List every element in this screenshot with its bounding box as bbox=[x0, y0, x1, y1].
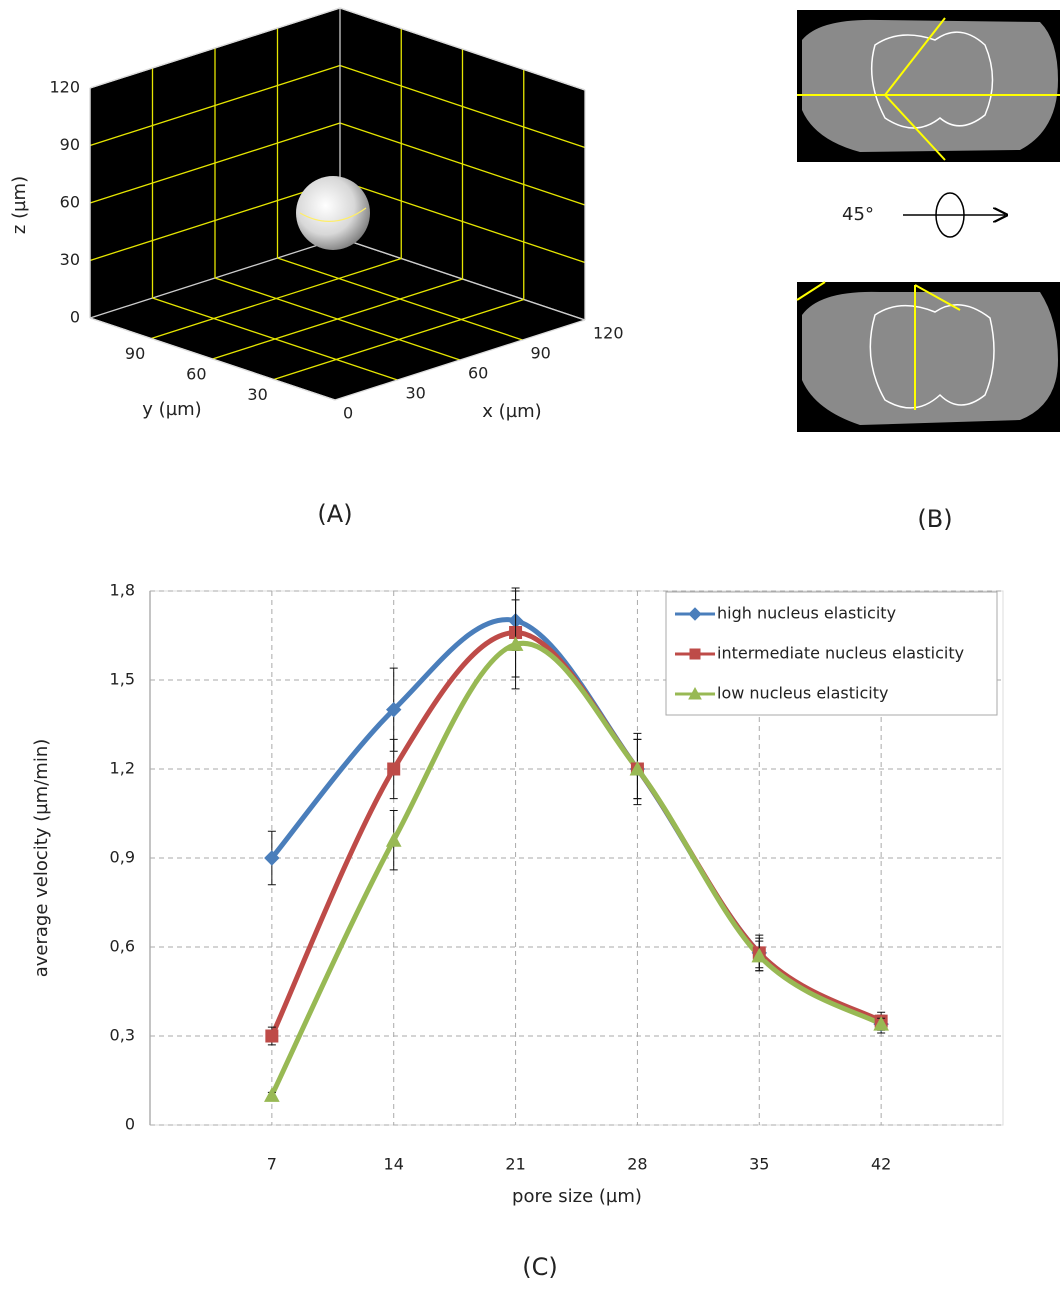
panel-label: (B) bbox=[917, 505, 952, 533]
chart-data bbox=[264, 587, 889, 1102]
marker bbox=[629, 760, 646, 776]
x-tick-label: 42 bbox=[871, 1155, 891, 1174]
x-tick-label: 60 bbox=[468, 364, 488, 383]
y-tick-label: 0 bbox=[125, 1115, 135, 1134]
y-tick-label: 1,8 bbox=[110, 581, 135, 600]
panel-label: (A) bbox=[317, 500, 352, 528]
y-axis-label: average velocity (µm/min) bbox=[31, 739, 52, 978]
x-tick-label: 21 bbox=[505, 1155, 525, 1174]
marker bbox=[385, 832, 402, 847]
marker bbox=[688, 607, 702, 621]
cube-grid-line bbox=[212, 278, 463, 360]
z-tick-label: 90 bbox=[60, 135, 80, 154]
legend-label: intermediate nucleus elasticity bbox=[717, 644, 964, 663]
x-tick-label: 14 bbox=[384, 1155, 404, 1174]
marker bbox=[386, 701, 402, 718]
marker bbox=[265, 1029, 279, 1043]
z-tick-label: 0 bbox=[70, 308, 80, 327]
cube-grid-line bbox=[89, 7, 341, 89]
y-tick-label: 0,3 bbox=[110, 1026, 135, 1045]
legend-label: low nucleus elasticity bbox=[717, 684, 888, 703]
y-tick-label: 1,5 bbox=[110, 670, 135, 689]
y-tick-label: 60 bbox=[186, 365, 206, 384]
marker bbox=[507, 636, 524, 651]
marker bbox=[387, 762, 401, 776]
x-tick-label: 28 bbox=[627, 1155, 647, 1174]
marker bbox=[264, 1087, 280, 1102]
x-axis-label: pore size (µm) bbox=[512, 1186, 642, 1207]
x-tick-label: 7 bbox=[267, 1155, 277, 1174]
y-tick-label: 30 bbox=[247, 385, 267, 404]
x-axis-label: x (µm) bbox=[482, 401, 541, 422]
marker bbox=[264, 850, 280, 866]
cell bbox=[296, 176, 370, 250]
z-tick-label: 30 bbox=[60, 250, 80, 269]
legend bbox=[665, 591, 998, 716]
y-tick-label: 90 bbox=[125, 344, 145, 363]
slice-top bbox=[797, 10, 1060, 162]
marker bbox=[688, 686, 702, 700]
marker bbox=[689, 648, 701, 660]
marker bbox=[873, 1016, 889, 1031]
cube-grid-line bbox=[89, 317, 336, 401]
x-tick-label: 30 bbox=[406, 384, 426, 403]
legend-label: high nucleus elasticity bbox=[717, 604, 896, 623]
x-tick-label: 120 bbox=[593, 324, 624, 343]
z-axis-label: z (µm) bbox=[9, 176, 30, 234]
cube-grid-line bbox=[273, 298, 524, 381]
y-tick-label: 0,6 bbox=[110, 937, 135, 956]
y-tick-label: 0,9 bbox=[110, 848, 135, 867]
cube-grid-line bbox=[339, 7, 586, 91]
y-axis-label: y (µm) bbox=[142, 399, 201, 420]
marker bbox=[751, 947, 768, 963]
x-tick-label: 0 bbox=[343, 404, 353, 423]
cube-grid-line bbox=[151, 257, 402, 340]
chart-grid bbox=[150, 590, 1003, 1126]
cube-grid-line bbox=[334, 319, 586, 401]
x-tick-label: 35 bbox=[749, 1155, 769, 1174]
rotation-icon bbox=[935, 192, 965, 238]
y-tick-label: 1,2 bbox=[110, 759, 135, 778]
slice-bottom bbox=[796, 281, 1060, 432]
z-tick-label: 60 bbox=[60, 193, 80, 212]
panel-label: (C) bbox=[522, 1253, 557, 1281]
rotation-angle: 45° bbox=[842, 204, 874, 225]
legend-entries: high nucleus elasticity intermediate nucl… bbox=[675, 604, 964, 703]
x-tick-label: 90 bbox=[531, 344, 551, 363]
cell-section bbox=[299, 207, 367, 222]
cube-grid bbox=[89, 7, 586, 401]
z-tick-label: 120 bbox=[49, 78, 80, 97]
